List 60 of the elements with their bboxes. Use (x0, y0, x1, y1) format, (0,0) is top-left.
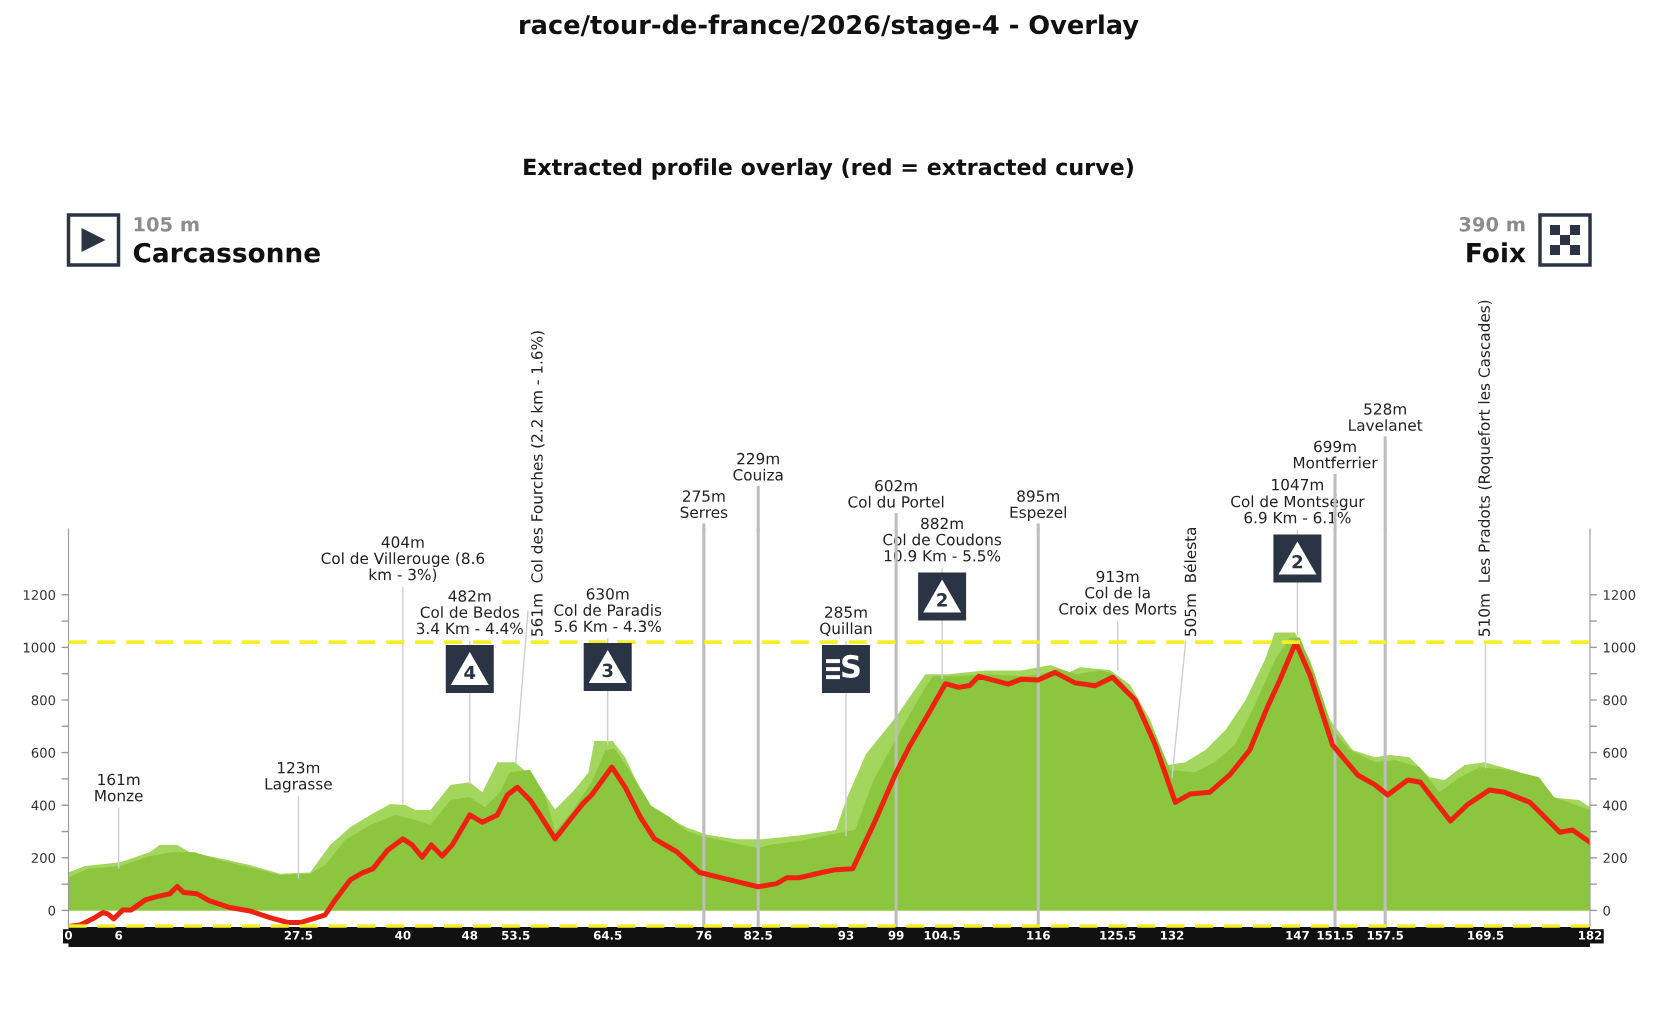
annotation: 561m Col des Fourches (2.2 km - 1.6%) (530, 331, 545, 636)
ref-line-label: 602m Col du Portel (848, 479, 944, 508)
x-tick-label: 76 (696, 930, 712, 940)
y2-tick-label: 600 (1603, 747, 1627, 758)
ref-line-label: 275m Serres (680, 490, 728, 519)
ref-line-label: 528m Lavelanet (1349, 403, 1423, 431)
y-tick-label: 400 (31, 800, 56, 811)
x-tick-label: 125.5 (1100, 930, 1136, 940)
y2-tick-label: 200 (1603, 853, 1627, 864)
y2-tick-label: 1000 (1603, 642, 1636, 653)
x-tick-label: 169.5 (1468, 930, 1504, 940)
x-tick-label: 93 (838, 930, 854, 940)
y2-tick-label: 800 (1603, 695, 1627, 706)
x-tick-label: 53.5 (502, 930, 530, 940)
x-tick-label: 182 (1579, 930, 1602, 940)
y-tick-label: 600 (31, 747, 56, 758)
x-tick-label: 104.5 (924, 930, 960, 940)
x-tick-label: 116 (1027, 930, 1050, 940)
y2-tick-label: 1200 (1603, 589, 1636, 600)
x-tick-label: 0 (64, 930, 73, 940)
annotation: 510m Les Pradots (Roquefort les Cascades) (1478, 300, 1493, 636)
annotation: 2 (1292, 554, 1303, 569)
x-tick-label: 132 (1161, 930, 1184, 940)
annotation: 3 (602, 663, 613, 678)
chart-subtitle: Extracted profile overlay (red = extracted curve) (524, 158, 1133, 180)
x-tick-label: 6 (115, 930, 123, 940)
y-tick-label: 800 (31, 695, 56, 706)
y-tick-label: 1200 (23, 589, 56, 600)
annotation: 482m Col de Bedos 3.4 Km - 4.4% (416, 590, 523, 635)
annotation: 505m Bélesta (1183, 527, 1197, 636)
ref-line-label: 699m Montferrier (1293, 440, 1378, 469)
y-tick-label: 0 (48, 905, 56, 916)
x-tick-label: 82.5 (744, 930, 772, 940)
annotation: 1047m Col de Montségur 6.9 Km - 6.1% (1231, 478, 1365, 524)
y-tick-label: 1000 (23, 642, 56, 653)
chart-title: race/tour-de-france/2026/stage-4 - Overlay (520, 14, 1139, 40)
y2-tick-label: 400 (1603, 800, 1627, 811)
text: 390 m Foix (1459, 216, 1526, 263)
x-tick-label: 151.5 (1317, 930, 1353, 940)
x-tick-label: 99 (888, 930, 904, 940)
annotation: 404m Col de Villerouge (8.6 km - 3%) (321, 536, 485, 583)
y2-tick-label: 0 (1603, 905, 1611, 916)
x-tick-label: 48 (462, 930, 478, 940)
x-tick-label: 64.5 (593, 930, 622, 940)
annotation: 2 (937, 593, 947, 607)
annotation: 4 (464, 665, 476, 680)
annotation: 123m Lagrasse (265, 761, 332, 793)
y-tick-label: 200 (31, 853, 56, 864)
annotation: 161m Monze (95, 773, 143, 802)
ref-line-label: 895m Espezel (1010, 490, 1066, 521)
annotation: 913m Col de la Croix des Morts (1059, 570, 1177, 615)
text: 105 m Carcassonne (133, 216, 320, 263)
x-tick-label: 27.5 (284, 930, 313, 940)
ref-line-label: 229m Couiza (733, 452, 783, 481)
x-tick-label: 157.5 (1367, 930, 1404, 940)
x-tick-label: 147 (1286, 930, 1309, 940)
annotation: S (842, 654, 860, 678)
annotation: 630m Col de Paradis 5.6 Km - 4.3% (554, 588, 662, 633)
x-tick-label: 40 (395, 930, 411, 940)
annotation: 285m Quillan (820, 606, 872, 636)
